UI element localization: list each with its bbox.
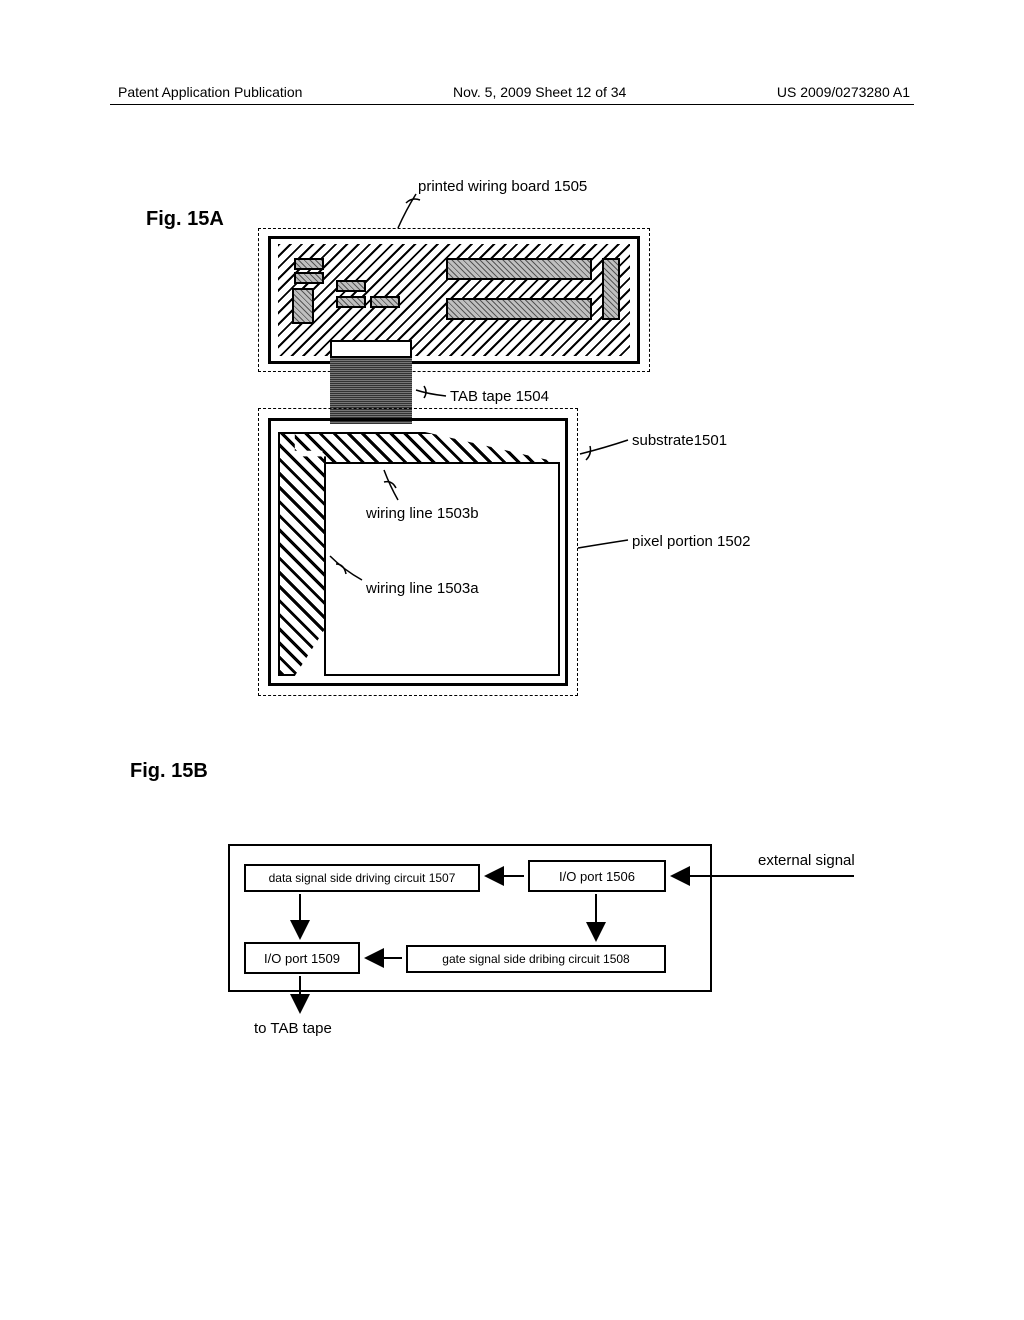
- pwb-chip: [446, 298, 592, 320]
- io-port-1506-block: I/O port 1506: [528, 860, 666, 892]
- wiring-a-label: wiring line 1503a: [366, 580, 479, 597]
- pwb-chip: [292, 288, 314, 324]
- pwb-chip: [336, 296, 366, 308]
- substrate-label: substrate1501: [632, 432, 727, 449]
- pwb-chip: [336, 280, 366, 292]
- tab-tape-label: TAB tape 1504: [450, 388, 549, 405]
- gate-driver-block: gate signal side dribing circuit 1508: [406, 945, 666, 973]
- pwb-chip: [294, 272, 324, 284]
- pwb-tape-slot: [330, 340, 412, 358]
- figure-15b-label: Fig. 15B: [130, 760, 208, 783]
- pwb-chip: [370, 296, 400, 308]
- io-port-1509-block: I/O port 1509: [244, 942, 360, 974]
- pixel-portion: [324, 462, 560, 676]
- figure-15a-label: Fig. 15A: [146, 208, 224, 231]
- pwb-chip: [446, 258, 592, 280]
- header-rule: [110, 104, 914, 105]
- pixel-portion-label: pixel portion 1502: [632, 533, 750, 550]
- data-driver-block: data signal side driving circuit 1507: [244, 864, 480, 892]
- pwb-chip: [294, 258, 324, 270]
- pwb-label: printed wiring board 1505: [418, 178, 587, 195]
- pwb-chip: [602, 258, 620, 320]
- header-right: US 2009/0273280 A1: [777, 84, 910, 100]
- wiring-b-label: wiring line 1503b: [366, 505, 479, 522]
- header-left: Patent Application Publication: [118, 84, 302, 100]
- page-header: Patent Application Publication Nov. 5, 2…: [0, 84, 1024, 100]
- to-tab-label: to TAB tape: [254, 1020, 332, 1037]
- header-center: Nov. 5, 2009 Sheet 12 of 34: [453, 84, 626, 100]
- external-signal-label: external signal: [758, 852, 855, 869]
